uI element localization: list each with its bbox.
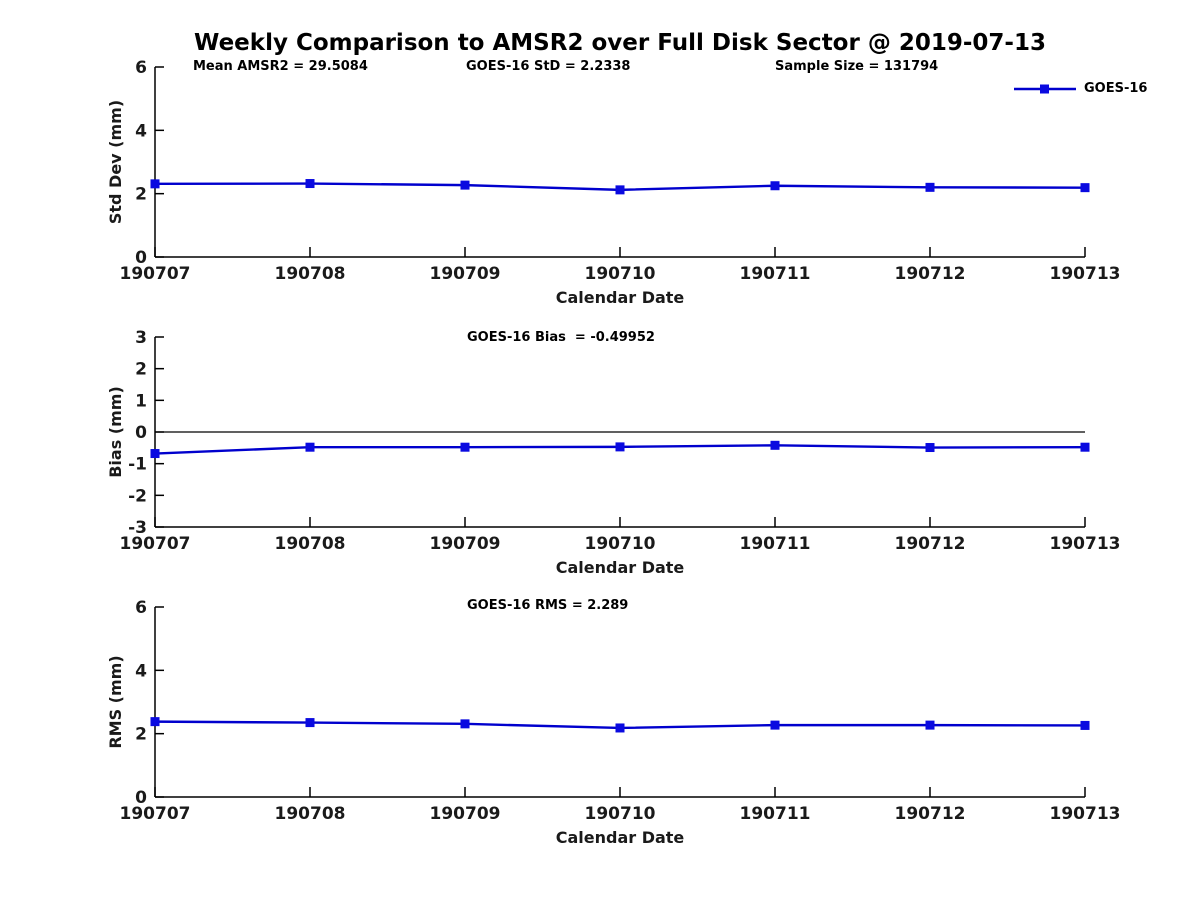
- svg-text:2: 2: [135, 185, 147, 205]
- svg-text:3: 3: [135, 328, 147, 348]
- data-point-marker: [305, 179, 315, 189]
- svg-text:-3: -3: [128, 518, 147, 538]
- legend: GOES-16: [1013, 81, 1147, 96]
- svg-text:6: 6: [135, 598, 147, 618]
- data-point-marker: [460, 442, 470, 452]
- svg-text:190708: 190708: [275, 804, 346, 824]
- x-axis-label: Calendar Date: [556, 288, 685, 307]
- data-point-marker: [1080, 720, 1090, 730]
- data-point-marker: [925, 182, 935, 192]
- svg-text:1: 1: [135, 391, 147, 411]
- svg-text:190713: 190713: [1050, 264, 1121, 284]
- x-axis-label: Calendar Date: [556, 828, 685, 847]
- legend-line-marker-icon: [1014, 84, 1076, 93]
- page-title: Weekly Comparison to AMSR2 over Full Dis…: [194, 30, 1046, 56]
- data-point-marker: [615, 723, 625, 733]
- svg-text:190708: 190708: [275, 534, 346, 554]
- data-point-marker: [460, 719, 470, 729]
- annotation-sample-size: Sample Size = 131794: [775, 59, 939, 74]
- data-point-marker: [1080, 442, 1090, 452]
- svg-text:190711: 190711: [740, 804, 811, 824]
- annotation-goes16-std: GOES-16 StD = 2.2338: [466, 59, 631, 74]
- data-point-marker: [305, 718, 315, 728]
- data-point-marker: [615, 185, 625, 195]
- x-axis-label: Calendar Date: [556, 558, 685, 577]
- data-point-marker: [1080, 183, 1090, 193]
- data-point-marker: [925, 443, 935, 453]
- legend-label: GOES-16: [1084, 81, 1148, 96]
- svg-text:190712: 190712: [895, 534, 966, 554]
- svg-text:0: 0: [135, 788, 147, 808]
- data-point-marker: [615, 442, 625, 452]
- data-point-marker: [770, 181, 780, 191]
- svg-text:2: 2: [135, 725, 147, 745]
- svg-text:190710: 190710: [585, 264, 656, 284]
- subplot-rms-mm-: 0 2 4 6 190707 190708 190709 190710 190711 190712…: [106, 598, 1120, 847]
- annotation-goes16-rms: GOES-16 RMS = 2.289: [467, 598, 629, 613]
- data-point-marker: [150, 449, 160, 459]
- data-point-marker: [925, 720, 935, 730]
- svg-text:190707: 190707: [120, 264, 191, 284]
- svg-text:190707: 190707: [120, 804, 191, 824]
- subplot-std-dev-mm-: 0 2 4 6 190707 190708 190709 190710 190711 190712…: [106, 58, 1120, 307]
- svg-text:190709: 190709: [430, 534, 501, 554]
- svg-text:190712: 190712: [895, 264, 966, 284]
- y-axis-label: RMS (mm): [106, 655, 125, 748]
- data-point-marker: [770, 440, 780, 450]
- data-point-marker: [770, 720, 780, 730]
- svg-text:-2: -2: [128, 486, 147, 506]
- svg-text:190711: 190711: [740, 264, 811, 284]
- data-point-marker: [150, 717, 160, 727]
- svg-text:190713: 190713: [1050, 534, 1121, 554]
- data-point-marker: [305, 442, 315, 452]
- annotation-mean-amsr2: Mean AMSR2 = 29.5084: [193, 59, 368, 74]
- svg-text:190710: 190710: [585, 804, 656, 824]
- svg-text:190711: 190711: [740, 534, 811, 554]
- svg-text:4: 4: [135, 121, 147, 141]
- annotation-goes16-bias: GOES-16 Bias = -0.49952: [467, 330, 655, 345]
- svg-text:190708: 190708: [275, 264, 346, 284]
- svg-text:6: 6: [135, 58, 147, 78]
- svg-text:0: 0: [135, 423, 147, 443]
- svg-text:190707: 190707: [120, 534, 191, 554]
- svg-text:190709: 190709: [430, 804, 501, 824]
- svg-text:4: 4: [135, 661, 147, 681]
- y-axis-label: Bias (mm): [106, 386, 125, 478]
- svg-text:0: 0: [135, 248, 147, 268]
- y-axis-label: Std Dev (mm): [106, 100, 125, 224]
- data-point-marker: [150, 179, 160, 189]
- data-point-marker: [460, 180, 470, 190]
- subplot-bias-mm-: -3 -2 -1 0 1 2 3 190707 190708 190709 190710 190711…: [106, 328, 1120, 577]
- svg-text:190709: 190709: [430, 264, 501, 284]
- svg-text:190712: 190712: [895, 804, 966, 824]
- svg-text:2: 2: [135, 360, 147, 380]
- svg-text:-1: -1: [128, 455, 147, 475]
- svg-text:190713: 190713: [1050, 804, 1121, 824]
- svg-text:190710: 190710: [585, 534, 656, 554]
